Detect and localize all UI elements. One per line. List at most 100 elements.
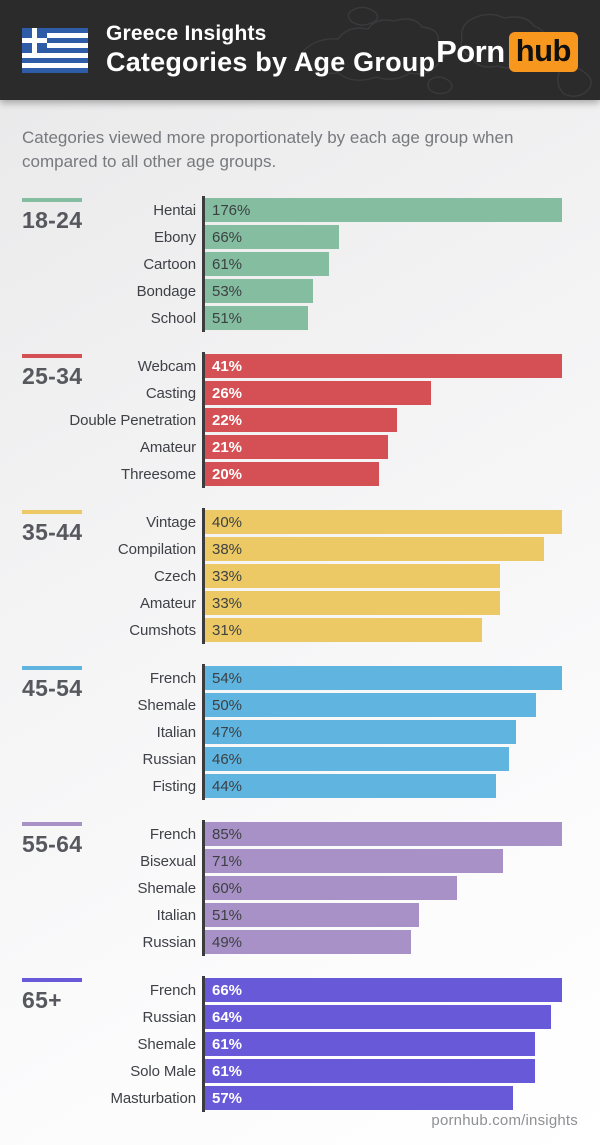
category-label: Amateur (140, 438, 196, 456)
report-kicker: Greece Insights (106, 21, 267, 45)
value-label: 49% (212, 933, 243, 951)
value-label: 40% (212, 513, 243, 531)
logo-text-hub: hub (508, 32, 578, 72)
value-label: 57% (212, 1089, 243, 1107)
value-label: 38% (212, 540, 243, 558)
value-label: 71% (212, 852, 243, 870)
chart-area: 18-24 Hentai 176% Ebony 66% Cartoon 61% Bondag… (0, 196, 600, 1112)
bar: 20% (205, 462, 379, 486)
category-label: Bondage (136, 282, 196, 300)
bar: 64% (205, 1005, 551, 1029)
category-label: Ebony (153, 228, 196, 246)
value-label: 44% (212, 777, 243, 795)
value-label: 176% (212, 201, 251, 219)
age-group-label: 18-24 (22, 207, 83, 233)
bar: 33% (205, 591, 500, 615)
bar: 61% (205, 1059, 535, 1083)
group-header: 35-44 (22, 510, 82, 546)
bar-row: Solo Male 61% (0, 1059, 600, 1083)
bar: 51% (205, 306, 308, 330)
category-label: School (150, 309, 196, 327)
bar-row: Amateur 21% (0, 435, 600, 459)
value-label: 61% (212, 1062, 243, 1080)
bar-row: Double Penetration 22% (0, 408, 600, 432)
flag-canton (22, 27, 47, 53)
category-label: Masturbation (110, 1089, 196, 1107)
bar-row: Casting 26% (0, 381, 600, 405)
flag-cross (22, 37, 47, 43)
header: Greece Insights Categories by Age Group … (0, 0, 600, 100)
category-label: Czech (153, 567, 196, 585)
age-group-section-65-plus: 65+ French 66% Russian 64% Shemale 61% Solo Ma… (0, 976, 600, 1112)
greece-flag-icon (22, 27, 88, 73)
value-label: 53% (212, 282, 243, 300)
bar-row: Russian 49% (0, 930, 600, 954)
category-label: Shemale (137, 1035, 196, 1053)
group-header: 45-54 (22, 666, 82, 702)
bar: 71% (205, 849, 503, 873)
bar: 47% (205, 720, 516, 744)
bar-row: Amateur 33% (0, 591, 600, 615)
value-label: 22% (212, 411, 243, 429)
bar-row: French 54% (0, 666, 600, 690)
bar-rows: French 66% Russian 64% Shemale 61% Solo Male 61… (0, 976, 600, 1112)
bar: 61% (205, 1032, 535, 1056)
bar-rows: French 54% Shemale 50% Italian 47% Russian 46% F… (0, 664, 600, 800)
title-block: Greece Insights Categories by Age Group (106, 22, 435, 79)
category-label: Threesome (121, 465, 196, 483)
age-group-section-25-34: 25-34 Webcam 41% Casting 26% Double Penetrat… (0, 352, 600, 488)
category-label: Italian (156, 723, 196, 741)
value-label: 66% (212, 228, 243, 246)
bar-rows: French 85% Bisexual 71% Shemale 60% Italian 51%… (0, 820, 600, 956)
group-accent-line (22, 822, 82, 826)
category-label: Italian (156, 906, 196, 924)
value-label: 33% (212, 567, 243, 585)
bar: 66% (205, 978, 562, 1002)
age-group-label: 55-64 (22, 831, 83, 857)
category-label: French (149, 825, 196, 843)
world-map-pattern (298, 6, 592, 97)
axis-line (202, 508, 205, 644)
bar-row: Cartoon 61% (0, 252, 600, 276)
value-label: 64% (212, 1008, 243, 1026)
value-label: 66% (212, 981, 243, 999)
bar-row: Italian 51% (0, 903, 600, 927)
age-group-label: 25-34 (22, 363, 83, 389)
group-accent-line (22, 354, 82, 358)
bar-row: Hentai 176% (0, 198, 600, 222)
bar-rows: Vintage 40% Compilation 38% Czech 33% Amateur 3… (0, 508, 600, 644)
value-label: 60% (212, 879, 243, 897)
bar-row: Bisexual 71% (0, 849, 600, 873)
age-group-section-45-54: 45-54 French 54% Shemale 50% Italian 47% Russi… (0, 664, 600, 800)
bar-row: Cumshots 31% (0, 618, 600, 642)
group-header: 25-34 (22, 354, 82, 390)
pornhub-logo: Porn hub (436, 32, 578, 72)
bar-row: Czech 33% (0, 564, 600, 588)
page-title: Categories by Age Group (106, 46, 436, 77)
value-label: 51% (212, 906, 243, 924)
value-label: 41% (212, 357, 243, 375)
group-accent-line (22, 666, 82, 670)
chart-description: Categories viewed more proportionately b… (22, 128, 514, 171)
bar: 31% (205, 618, 482, 642)
bar-row: Compilation 38% (0, 537, 600, 561)
bar-rows: Hentai 176% Ebony 66% Cartoon 61% Bondage 53% Sc… (0, 196, 600, 332)
category-label: Vintage (146, 513, 196, 531)
bar: 66% (205, 225, 339, 249)
bar-row: Vintage 40% (0, 510, 600, 534)
category-label: Amateur (140, 594, 196, 612)
axis-line (202, 976, 205, 1112)
category-label: Russian (142, 933, 197, 951)
value-label: 61% (212, 255, 243, 273)
bar: 21% (205, 435, 388, 459)
category-label: Shemale (137, 879, 196, 897)
bar: 50% (205, 693, 536, 717)
group-accent-line (22, 510, 82, 514)
bar: 57% (205, 1086, 513, 1110)
footer-link: pornhub.com/insights (431, 1112, 578, 1129)
value-label: 47% (212, 723, 243, 741)
bar: 26% (205, 381, 431, 405)
bar: 33% (205, 564, 500, 588)
value-label: 26% (212, 384, 243, 402)
value-label: 61% (212, 1035, 243, 1053)
